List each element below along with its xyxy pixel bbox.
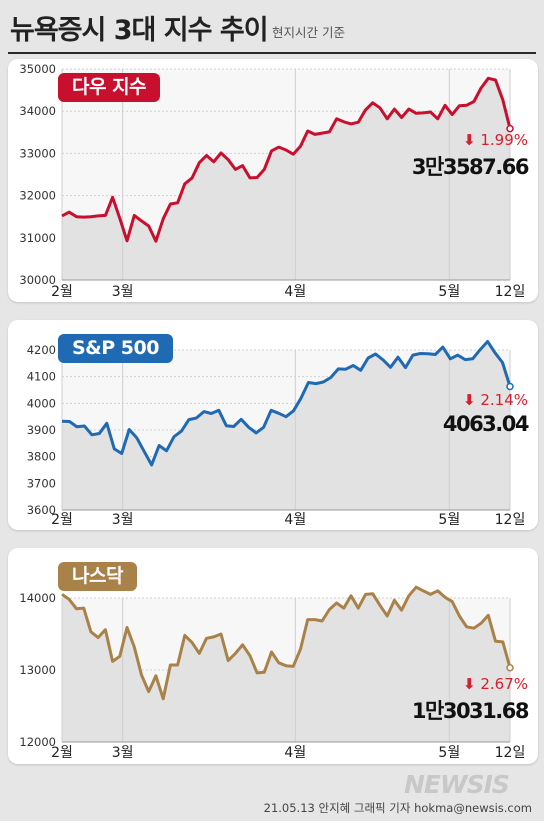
dow-x-tick-label: 12일 [495,284,526,300]
nasdaq-y-tick-label: 13000 [19,663,56,677]
sp500-x-tick-label: 3월 [112,512,134,528]
sp500-y-tick-label: 3600 [27,503,56,517]
nasdaq-badge: 나스닥 [58,562,137,591]
sp500-y-tick-label: 3700 [27,476,56,490]
dow-series-line [61,76,512,243]
nasdaq-chart: 12000 13000 14000 2월 3월 4월 5월 12일 [19,585,526,761]
dow-change: ⬇ 1.99% [463,131,528,149]
sp500-y-tick-label: 3800 [27,450,56,464]
nasdaq-end-point [506,663,514,672]
down-arrow-icon: ⬇ [462,131,476,149]
dow-close: 3만3587.66 [411,155,530,179]
dow-area [62,78,510,280]
nasdaq-y-tick-label: 14000 [19,591,56,605]
nasdaq-x-tick-label: 4월 [284,745,306,761]
sp500-x-tick-label: 4월 [284,512,306,528]
sp500-x-tick-label: 2월 [51,512,73,528]
title-rule [8,52,536,54]
sp500-change-value: 2.14% [480,391,528,409]
page-subtitle: 현지시간 기준 [272,25,345,40]
sp500-change: ⬇ 2.14% [463,391,528,409]
dow-x-tick-label: 5월 [438,284,460,300]
down-arrow-icon: ⬇ [462,391,476,409]
nasdaq-x-tick-label: 12일 [495,745,526,761]
nasdaq-area [62,587,510,742]
page-title: 뉴욕증시 3대 지수 추이 [10,15,269,46]
dow-change-value: 1.99% [480,131,528,149]
sp500-y-tick-label: 4100 [27,370,56,384]
down-arrow-icon: ⬇ [462,675,476,693]
nasdaq-x-tick-label: 3월 [112,745,134,761]
dow-end-point [506,124,514,133]
dow-badge: 다우 지수 [58,73,161,102]
nasdaq-panel: 12000 13000 14000 2월 3월 4월 5월 12일 나스닥 ⬇ 2.67% 1… [8,548,538,764]
sp500-y-tick-label: 4000 [27,396,56,410]
dow-chart: 30000 31000 32000 33000 34000 35000 2월 3월 4월 5월 12… [19,62,526,300]
dow-y-tick-label: 35000 [19,62,56,76]
dow-y-tick-label: 33000 [19,146,56,160]
sp500-series-line [61,340,512,467]
footer-credit: 21.05.13 안지혜 그래픽 기자 hokma@newsis.com [263,801,532,815]
sp500-y-tick-label: 3900 [27,423,56,437]
nasdaq-change: ⬇ 2.67% [463,675,528,693]
nasdaq-change-value: 2.67% [480,675,528,693]
nasdaq-close: 1만3031.68 [411,699,530,723]
dow-y-tick-label: 32000 [19,189,56,203]
sp500-y-tick-label: 4200 [27,343,56,357]
sp500-end-point [506,382,514,391]
nasdaq-y-tick-label: 12000 [19,735,56,749]
dow-y-tick-label: 31000 [19,231,56,245]
sp500-chart: 3600 3700 3800 3900 4000 4100 4200 2월 3월 4월 5월 12일 [27,340,526,528]
newsis-logo: NEWSIS [404,770,510,799]
sp500-x-tick-label: 5월 [438,512,460,528]
sp500-area [62,341,510,510]
sp500-x-tick-label: 12일 [495,512,526,528]
dow-panel: 30000 31000 32000 33000 34000 35000 2월 3월 4월 5월 12… [8,59,538,302]
dow-y-tick-label: 34000 [19,104,56,118]
nasdaq-series-line [61,585,512,701]
dow-x-tick-label: 4월 [284,284,306,300]
nasdaq-x-tick-label: 5월 [438,745,460,761]
nasdaq-x-tick-label: 2월 [51,745,73,761]
dow-x-tick-label: 2월 [51,284,73,300]
dow-x-tick-label: 3월 [112,284,134,300]
dow-y-tick-label: 30000 [19,273,56,287]
sp500-close: 4063.04 [442,412,530,436]
sp500-badge: S&P 500 [58,334,173,363]
sp500-panel: 3600 3700 3800 3900 4000 4100 4200 2월 3월 4월 5월 12일 … [8,320,538,530]
